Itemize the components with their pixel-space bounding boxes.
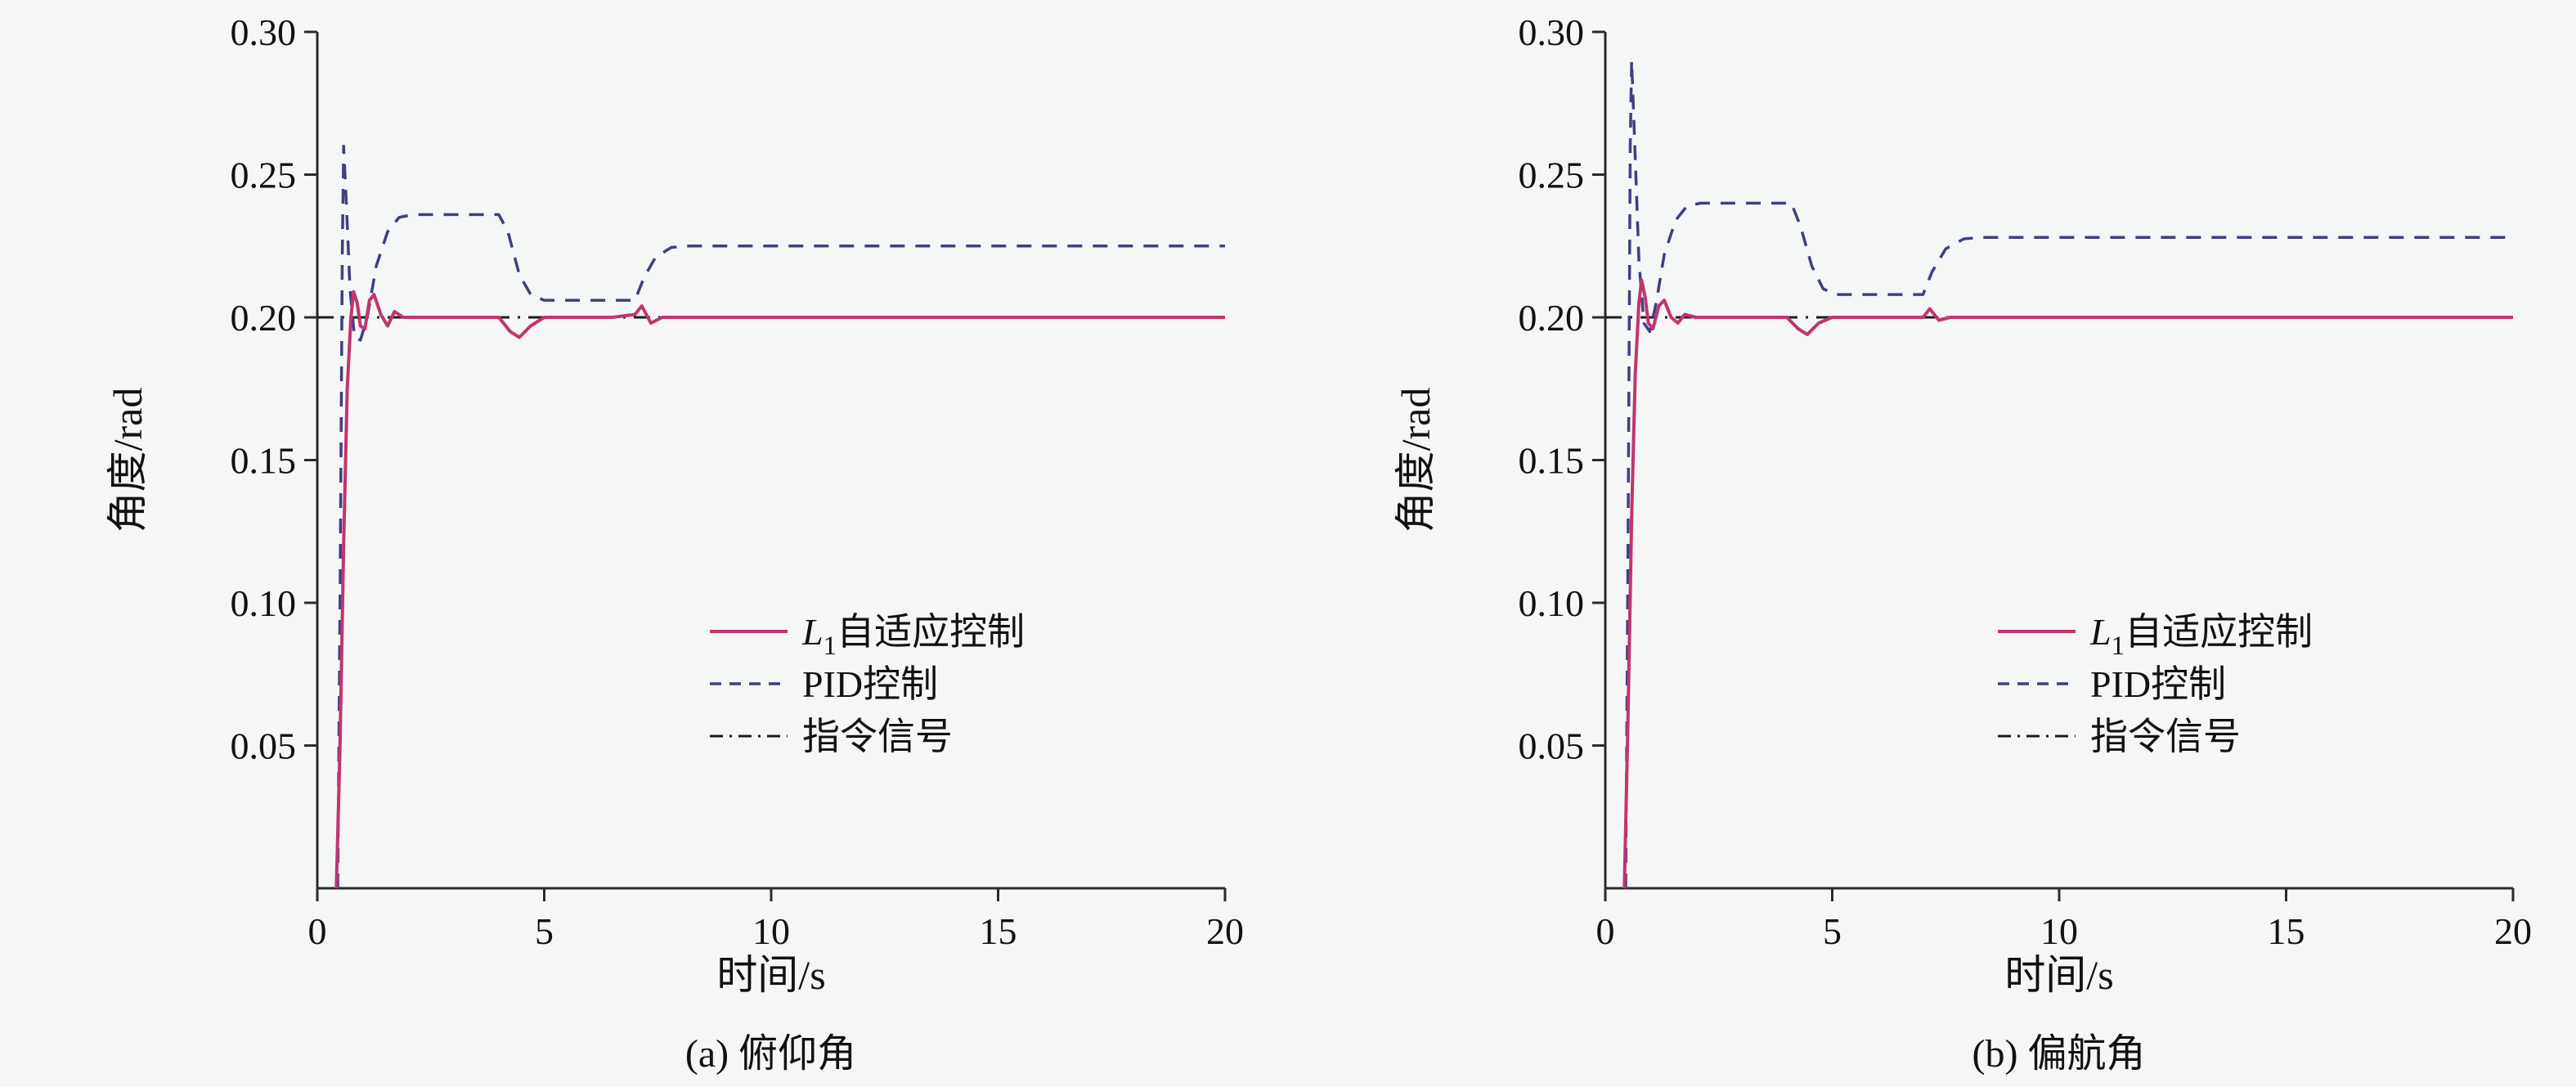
y-tick-label: 0.30 [1518, 11, 1584, 53]
axes-spines [1604, 32, 2513, 890]
plot-area: 0 5 10 15 20 0.05 0.10 0.15 0.20 0.25 0.30 [230, 11, 1244, 952]
y-tick-label: 0.10 [230, 582, 296, 624]
chart-b: 0 5 10 15 20 0.05 0.10 0.15 0.20 0.25 0.30 时间/s 角度/r… [1393, 11, 2532, 998]
chart-panel-a: 0 5 10 15 20 0.05 0.10 0.15 0.20 0.25 0.30 时间/s 角度/r… [0, 11, 1288, 1078]
series-pid-control [1623, 59, 2513, 889]
y-tick-label: 0.20 [1518, 297, 1584, 339]
y-tick-label: 0.25 [230, 155, 296, 196]
y-tick-label: 0.20 [230, 297, 296, 339]
x-tick-label: 5 [1823, 910, 1842, 952]
series-l1-adaptive [1622, 278, 2513, 889]
legend-label-l1-adaptive: L1自适应控制 [2089, 611, 2313, 661]
x-axis-label: 时间/s [2004, 952, 2113, 998]
legend-label-command-signal: 指令信号 [802, 716, 953, 757]
chart-a: 0 5 10 15 20 0.05 0.10 0.15 0.20 0.25 0.30 时间/s 角度/r… [105, 11, 1244, 998]
x-tick-label: 20 [1206, 910, 1244, 952]
legend-label-command-signal: 指令信号 [2090, 716, 2241, 757]
x-tick-label: 0 [307, 910, 326, 952]
y-tick-label: 0.05 [230, 725, 296, 767]
x-tick-label: 15 [2267, 910, 2304, 952]
x-tick-label: 0 [1595, 910, 1614, 952]
x-axis-label: 时间/s [716, 952, 825, 998]
plot-area: 0 5 10 15 20 0.05 0.10 0.15 0.20 0.25 0.30 [1518, 11, 2532, 952]
x-tick-label: 10 [2040, 910, 2078, 952]
chart-panel-b: 0 5 10 15 20 0.05 0.10 0.15 0.20 0.25 0.30 时间/s 角度/r… [1288, 11, 2576, 1078]
series-l1-adaptive [334, 290, 1225, 889]
y-tick-label: 0.25 [1518, 155, 1584, 196]
y-tick-label: 0.15 [230, 440, 296, 482]
legend-label-pid-control: PID控制 [2090, 663, 2226, 705]
chart-caption-a: (a) 俯仰角 [684, 1032, 857, 1076]
y-tick-label: 0.10 [1518, 582, 1584, 624]
x-tick-label: 10 [752, 910, 790, 952]
axes-spines [316, 32, 1225, 890]
y-axis-label: 角度/rad [105, 388, 150, 533]
chart-caption-b: (b) 偏航角 [1972, 1032, 2146, 1076]
y-tick-label: 0.30 [230, 11, 296, 53]
x-tick-label: 15 [979, 910, 1016, 952]
legend-label-pid-control: PID控制 [802, 663, 938, 705]
y-axis-label: 角度/rad [1393, 388, 1438, 533]
y-tick-label: 0.05 [1518, 725, 1584, 767]
series-pid-control [335, 144, 1225, 889]
x-tick-label: 20 [2494, 910, 2532, 952]
x-tick-label: 5 [535, 910, 554, 952]
legend-label-l1-adaptive: L1自适应控制 [801, 611, 1025, 661]
y-tick-label: 0.15 [1518, 440, 1584, 482]
